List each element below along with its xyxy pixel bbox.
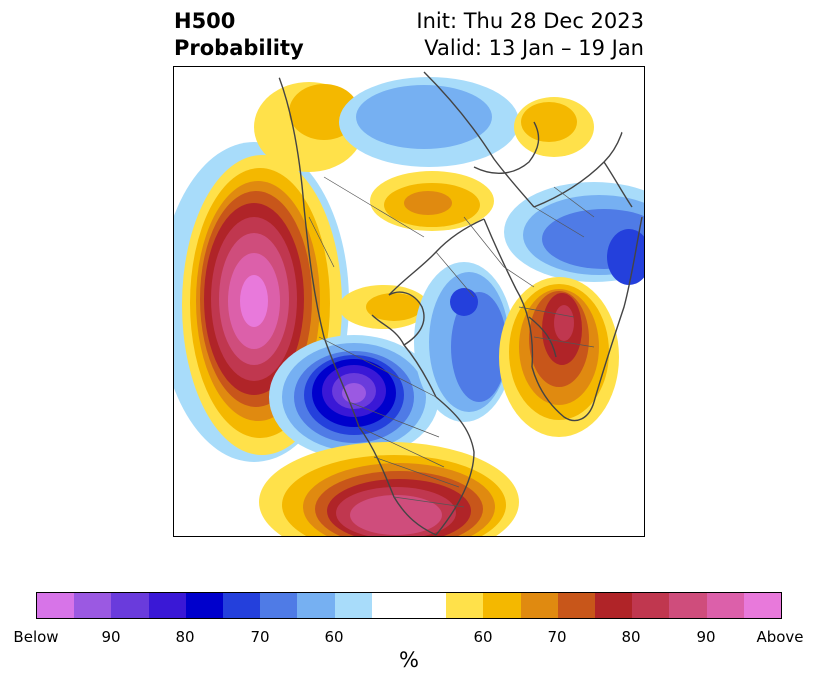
colorbar-above-swatch-1 — [483, 593, 521, 618]
colorbar-tick-label: 70 — [250, 628, 270, 646]
anomaly-scandinavia-above — [514, 97, 594, 157]
valid-range: Valid: 13 Jan – 19 Jan — [424, 36, 644, 60]
colorbar-below-swatch-4 — [185, 593, 224, 618]
title-right: Init: Thu 28 Dec 2023 Valid: 13 Jan – 19… — [416, 8, 644, 62]
colorbar-below-swatch-7 — [297, 593, 335, 618]
anomaly-arctic-above — [370, 171, 494, 231]
colorbar-tick-label: Below — [13, 628, 59, 646]
colorbar-below-swatch-6 — [260, 593, 298, 618]
title-product: Probability — [174, 36, 304, 60]
colorbar — [36, 592, 782, 619]
probability-map — [174, 67, 644, 536]
colorbar-tick-label: 60 — [473, 628, 493, 646]
colorbar-below-swatch-2 — [111, 593, 149, 618]
colorbar-tick-label: 80 — [175, 628, 195, 646]
colorbar-below-swatch-0 — [37, 593, 75, 618]
init-date: Init: Thu 28 Dec 2023 — [416, 9, 644, 33]
colorbar-tick-label: 60 — [324, 628, 344, 646]
colorbar-tick-label: 90 — [101, 628, 121, 646]
colorbar-tick-label: Above — [756, 628, 804, 646]
colorbar-below-swatch-5 — [223, 593, 261, 618]
colorbar-below-swatch-3 — [148, 593, 186, 618]
colorbar-above-swatch-7 — [706, 593, 744, 618]
colorbar-above-swatch-3 — [557, 593, 596, 618]
anomaly-greenland-above — [339, 285, 429, 329]
colorbar-above-swatch-4 — [595, 593, 633, 618]
colorbar-below-swatch-8 — [334, 593, 372, 618]
title-variable: H500 — [174, 9, 236, 33]
colorbar-above-swatch-6 — [669, 593, 707, 618]
anomaly-siberia-below — [339, 77, 519, 167]
anomaly-canada-below — [269, 335, 439, 459]
colorbar-above-swatch-8 — [743, 593, 782, 618]
colorbar-tick-label: 90 — [696, 628, 716, 646]
colorbar-tick-label: 70 — [547, 628, 567, 646]
title-left: H500 Probability — [174, 8, 304, 62]
colorbar-above-swatch-2 — [520, 593, 558, 618]
map-panel — [173, 66, 645, 537]
colorbar-above-swatch-5 — [632, 593, 670, 618]
colorbar-below-swatch-1 — [74, 593, 112, 618]
anomaly-atlantic-below — [414, 262, 514, 422]
colorbar-tick-label: 80 — [621, 628, 641, 646]
borders — [308, 176, 595, 508]
colorbar-unit-label: % — [399, 648, 419, 672]
anomaly-se-us-above — [259, 442, 519, 536]
colorbar-neutral-swatch — [371, 593, 447, 618]
colorbar-above-swatch-0 — [446, 593, 484, 618]
